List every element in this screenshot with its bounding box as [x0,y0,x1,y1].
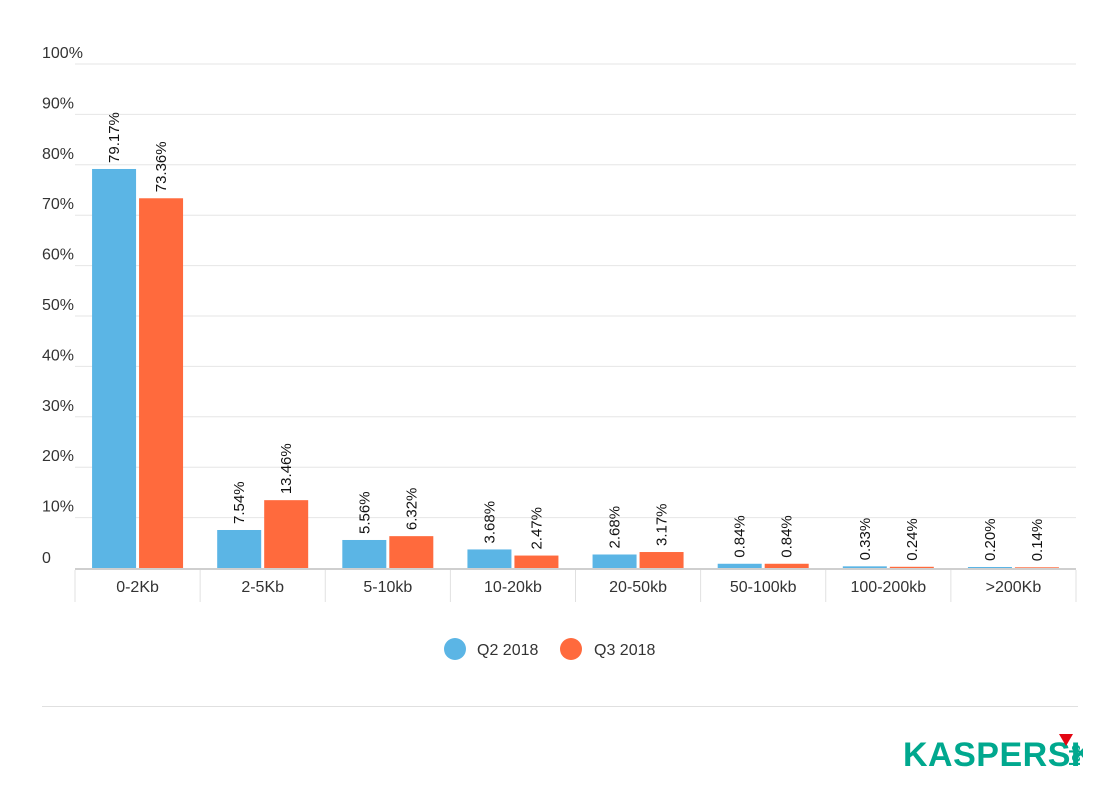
data-label: 3.17% [654,503,671,546]
bar [217,529,262,568]
logo-wordmark: KASPERSKY [903,736,1083,774]
y-tick-label: 80% [42,146,74,163]
data-label: 3.68% [481,501,498,544]
y-tick-label: 90% [42,95,74,112]
data-label: 2.47% [528,507,545,550]
legend-swatch [444,638,466,660]
bar [764,563,809,568]
data-label: 79.17% [106,112,123,163]
data-labels: 79.17% 73.36% 7.54% 13.46% 5.56% 6.32% 3.68% 2.… [106,112,1046,561]
y-tick-label: 0 [42,550,51,567]
bar [967,566,1012,568]
bar [264,500,309,568]
data-label: 2.68% [607,506,624,549]
bars [92,168,1059,568]
bar [139,198,184,568]
y-tick-label: 10% [42,499,74,516]
x-tick-label: 100-200kb [851,579,927,596]
bar [717,563,762,568]
data-label: 0.33% [857,518,874,561]
bar [1014,567,1059,568]
bar [342,539,387,568]
data-label: 0.20% [982,518,999,561]
legend: Q2 2018 Q3 2018 [444,638,655,660]
bar [389,536,434,568]
y-tick-label: 20% [42,448,74,465]
y-tick-label: 70% [42,196,74,213]
data-label: 0.24% [904,518,921,561]
gridlines [75,63,1076,519]
bar [842,566,887,568]
legend-label: Q2 2018 [477,642,538,659]
logo-accent-icon [1059,734,1073,746]
bar [92,168,137,568]
y-axis-tick-labels: 0 10% 20% 30% 40% 50% 60% 70% 80% 90% 100% [42,45,83,567]
data-label: 13.46% [278,443,295,494]
x-tick-label: >200Kb [986,579,1042,596]
data-label: 0.14% [1029,519,1046,562]
bar [889,566,934,568]
y-tick-label: 100% [42,45,83,62]
bar [592,554,637,568]
bar [639,552,684,568]
x-tick-label: 0-2Kb [116,579,159,596]
x-tick-label: 20-50kb [609,579,667,596]
x-tick-label: 50-100kb [730,579,797,596]
x-tick-label: 10-20kb [484,579,542,596]
footer-divider [42,706,1078,707]
legend-label: Q3 2018 [594,642,655,659]
y-tick-label: 40% [42,347,74,364]
data-label: 6.32% [403,488,420,531]
data-label: 5.56% [356,491,373,534]
y-tick-label: 30% [42,398,74,415]
y-tick-label: 60% [42,247,74,264]
legend-swatch [560,638,582,660]
logo-suffix: lab [1067,744,1083,766]
data-label: 0.84% [732,515,749,558]
x-axis: 0-2Kb 2-5Kb 5-10kb 10-20kb 20-50kb 50-100kb 10… [74,568,1077,602]
bar [514,555,559,568]
bar [467,549,512,568]
x-tick-label: 5-10kb [363,579,412,596]
x-tick-label: 2-5Kb [241,579,284,596]
data-label: 0.84% [779,515,796,558]
data-label: 7.54% [231,481,248,524]
data-label: 73.36% [153,141,170,192]
y-tick-label: 50% [42,297,74,314]
kaspersky-lab-logo: KASPERSKY lab [903,734,1083,774]
